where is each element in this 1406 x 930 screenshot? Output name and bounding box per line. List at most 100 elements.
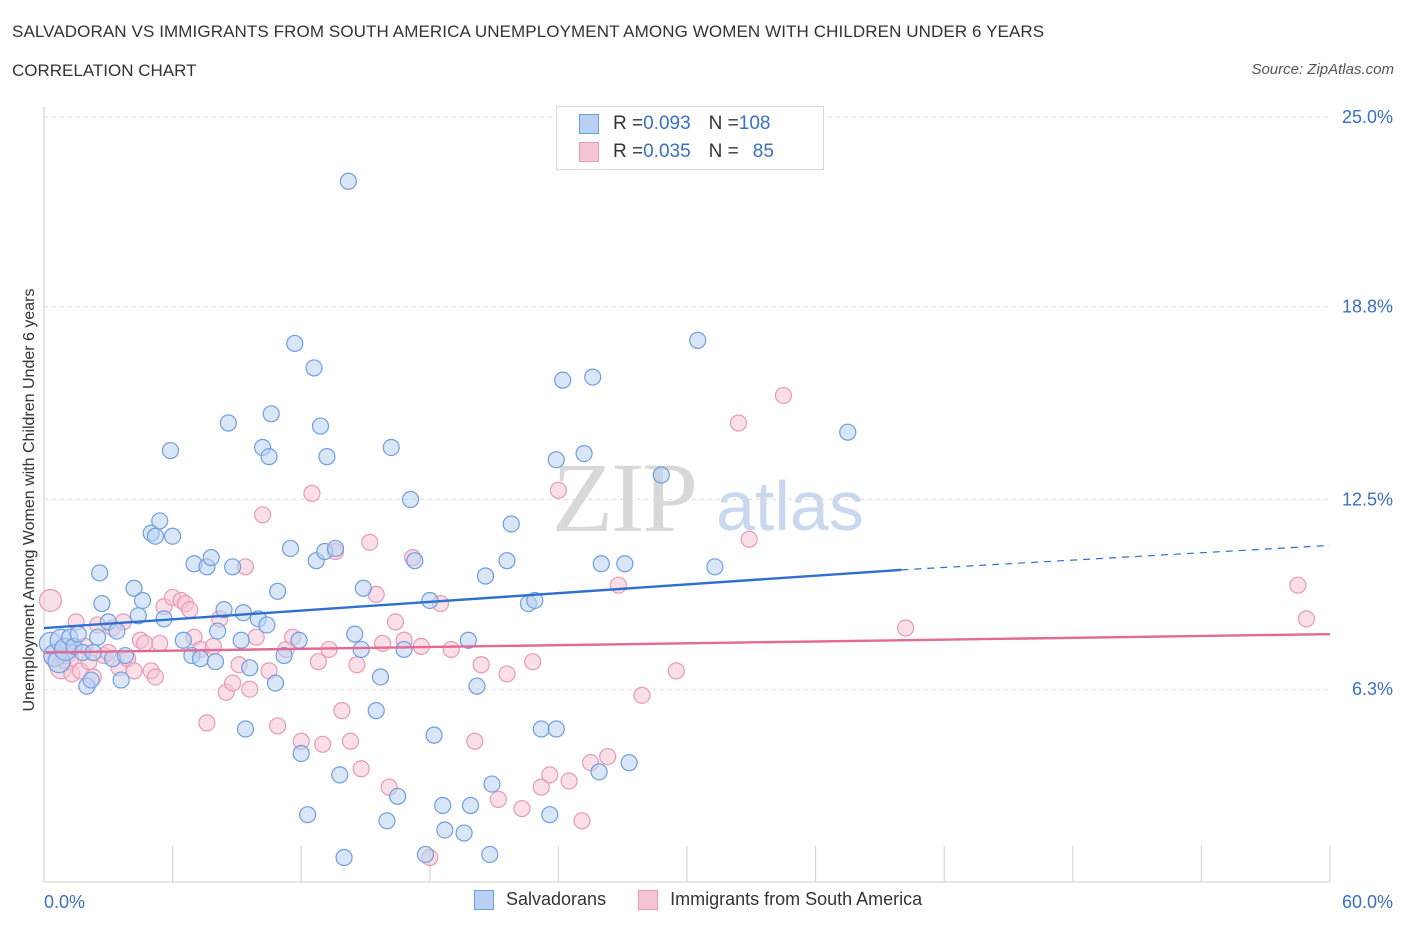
- point-salvadoran: [209, 622, 227, 640]
- r-value: 0.093: [643, 113, 691, 134]
- point-south-america: [466, 732, 484, 750]
- trend-salvadorans-extension: [901, 544, 1331, 571]
- point-south-america: [38, 588, 63, 613]
- point-salvadoran: [406, 552, 424, 570]
- point-salvadoran: [335, 848, 353, 867]
- point-salvadoran: [498, 552, 516, 570]
- chart-title: SALVADORAN VS IMMIGRANTS FROM SOUTH AMER…: [12, 22, 1045, 41]
- trend-south-america: [43, 632, 1331, 654]
- point-salvadoran: [286, 334, 304, 353]
- y-tick-label: 12.5%: [1342, 490, 1393, 510]
- point-salvadoran: [455, 824, 473, 842]
- x-tick-label: 0.0%: [44, 892, 85, 912]
- point-south-america: [442, 640, 460, 659]
- point-salvadoran: [262, 405, 280, 423]
- point-south-america: [136, 634, 154, 652]
- point-salvadoran: [590, 763, 608, 781]
- legend-label-salvadorans: Salvadorans: [506, 889, 607, 909]
- point-salvadoran: [305, 359, 323, 377]
- point-salvadoran: [331, 766, 349, 784]
- point-salvadoran: [592, 555, 610, 573]
- legend-row-salvadorans: R = 0.093 N = 108: [579, 111, 770, 137]
- series-south-america-points: [38, 386, 1316, 867]
- point-salvadoran: [161, 441, 180, 460]
- point-south-america: [352, 760, 370, 778]
- point-salvadoran: [616, 555, 634, 573]
- point-salvadoran: [311, 417, 330, 435]
- chart-subtitle: CORRELATION CHART: [12, 61, 197, 80]
- point-salvadoran: [575, 445, 593, 463]
- point-salvadoran: [461, 796, 480, 815]
- point-salvadoran: [706, 558, 724, 576]
- point-salvadoran: [290, 631, 308, 649]
- point-south-america: [241, 680, 259, 698]
- point-south-america: [498, 665, 516, 683]
- point-salvadoran: [174, 631, 192, 649]
- point-salvadoran: [483, 775, 501, 793]
- point-salvadoran: [281, 539, 300, 558]
- point-south-america: [198, 714, 216, 732]
- point-salvadoran: [215, 601, 233, 619]
- point-salvadoran: [459, 631, 477, 649]
- point-salvadoran: [241, 659, 259, 677]
- point-salvadoran: [346, 625, 364, 643]
- point-salvadoran: [125, 579, 143, 597]
- point-salvadoran: [108, 622, 126, 640]
- point-salvadoran: [151, 512, 169, 530]
- point-south-america: [1289, 576, 1307, 594]
- y-tick-label: 18.8%: [1342, 297, 1393, 317]
- point-salvadoran: [436, 821, 454, 839]
- x-axis-ticks: [43, 846, 1331, 882]
- point-salvadoran: [401, 490, 420, 509]
- r-value: 0.035: [643, 141, 691, 162]
- point-salvadoran: [425, 726, 443, 744]
- point-salvadoran: [269, 582, 287, 600]
- legend-label-south-america: Immigrants from South America: [670, 889, 923, 909]
- x-tick-labels: 0.0% 60.0%: [44, 892, 1393, 912]
- trend-lines: [43, 544, 1331, 654]
- point-salvadoran: [502, 515, 520, 533]
- series-salvadorans-points: [38, 172, 857, 867]
- watermark-zip: ZIP: [552, 442, 698, 553]
- point-south-america: [386, 613, 405, 631]
- point-south-america: [513, 799, 531, 818]
- y-tick-label: 6.3%: [1352, 679, 1393, 699]
- n-label: N =: [708, 141, 739, 162]
- point-salvadoran: [547, 720, 565, 738]
- point-salvadoran: [339, 172, 357, 190]
- point-salvadoran: [352, 640, 370, 659]
- point-south-america: [774, 386, 793, 405]
- point-south-america: [269, 717, 287, 735]
- point-salvadoran: [206, 653, 225, 671]
- point-salvadoran: [382, 438, 400, 457]
- n-value: 85: [752, 141, 774, 162]
- point-salvadoran: [232, 631, 250, 649]
- point-south-america: [309, 653, 327, 671]
- point-salvadoran: [258, 616, 276, 634]
- point-south-america: [348, 656, 366, 674]
- point-salvadoran: [133, 591, 152, 610]
- point-salvadoran: [476, 567, 495, 585]
- point-salvadoran: [532, 720, 550, 738]
- point-south-america: [667, 662, 685, 680]
- point-salvadoran: [481, 845, 499, 864]
- point-salvadoran: [82, 671, 100, 689]
- axes: [43, 107, 1330, 883]
- source-label: Source: ZipAtlas.com: [1251, 61, 1394, 78]
- point-south-america: [314, 735, 332, 753]
- correlation-legend: R = 0.093 N = 108 R = 0.035 N = 85: [556, 106, 824, 170]
- point-salvadoran: [260, 448, 278, 466]
- trend-salvadorans: [43, 568, 902, 630]
- point-south-america: [254, 506, 272, 524]
- point-salvadoran: [93, 594, 111, 613]
- y-tick-labels: 6.3% 12.5% 18.8% 25.0%: [1342, 107, 1393, 699]
- point-south-america: [341, 732, 360, 750]
- point-salvadoran: [541, 806, 559, 824]
- n-label: N =: [708, 113, 739, 134]
- point-south-america: [740, 530, 758, 548]
- point-salvadoran: [378, 812, 396, 830]
- point-salvadoran: [326, 539, 345, 558]
- point-south-america: [489, 790, 507, 808]
- point-south-america: [224, 674, 242, 692]
- point-salvadoran: [354, 579, 372, 597]
